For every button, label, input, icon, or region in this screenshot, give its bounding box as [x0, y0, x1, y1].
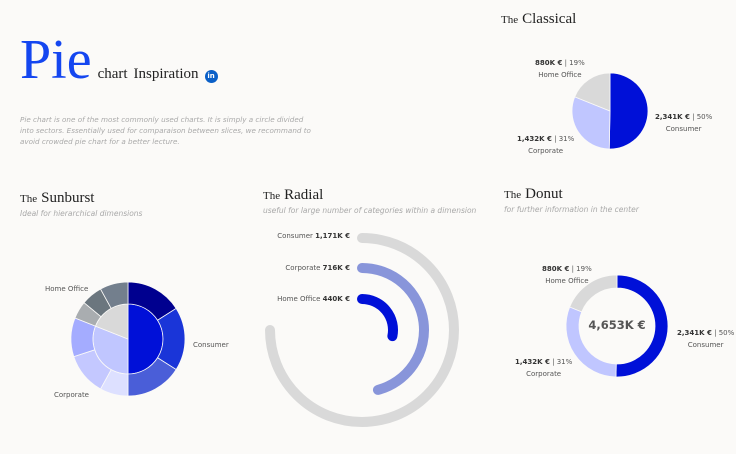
donut-label-corporate: 1,432K € | 31% Corporate — [515, 358, 573, 378]
sunburst-label-consumer: Consumer — [193, 341, 229, 349]
linkedin-icon[interactable]: in — [204, 70, 218, 83]
radial-bar-consumer[interactable] — [265, 233, 459, 427]
radial-label-corporate: Corporate 716K € — [285, 264, 350, 272]
sunburst-label-home-office: Home Office — [45, 285, 89, 293]
donut-subtitle: for further information in the center — [504, 205, 639, 214]
radial-bar-corporate[interactable] — [357, 263, 429, 395]
sunburst-subtitle: Ideal for hierarchical dimensions — [20, 209, 143, 218]
title-inspiration: Inspiration — [133, 66, 199, 82]
radial-label-consumer: Consumer 1,171K € — [277, 232, 350, 240]
classical-label-consumer: 2,341K € | 50% Consumer — [655, 113, 713, 133]
title-chart: chart — [97, 66, 128, 82]
donut-slice-home-office[interactable] — [569, 274, 618, 313]
classical-slice-consumer[interactable] — [608, 72, 649, 150]
sunburst-title: Sunburst — [41, 190, 95, 206]
title-pie: Pie — [20, 29, 92, 91]
radial-subtitle: useful for large number of categories wi… — [263, 206, 477, 215]
classical-title: Classical — [522, 11, 577, 27]
donut-title: Donut — [525, 186, 563, 202]
description: Pie chart is one of the most commonly us… — [20, 115, 311, 146]
radial-title: Radial — [284, 187, 324, 203]
sunburst-outer-home-office-3[interactable] — [99, 281, 129, 309]
sunburst-label-corporate: Corporate — [54, 391, 89, 399]
classical-label-corporate: 1,432K € | 31% Corporate — [517, 135, 575, 155]
classical-slice-home-office[interactable] — [574, 72, 611, 112]
radial-bar-home-office[interactable] — [357, 294, 398, 342]
donut-label-consumer: 2,341K € | 50% Consumer — [677, 329, 735, 349]
classical-slice-corporate[interactable] — [571, 96, 611, 150]
classical-label-home-office: 880K € | 19% Home Office — [535, 59, 585, 79]
header: Pie chart Inspiration in — [20, 30, 218, 90]
donut-center-total: 4,653K € — [588, 318, 646, 332]
donut-label-home-office: 880K € | 19% Home Office — [542, 265, 592, 285]
radial-label-home-office: Home Office 440K € — [277, 295, 350, 303]
